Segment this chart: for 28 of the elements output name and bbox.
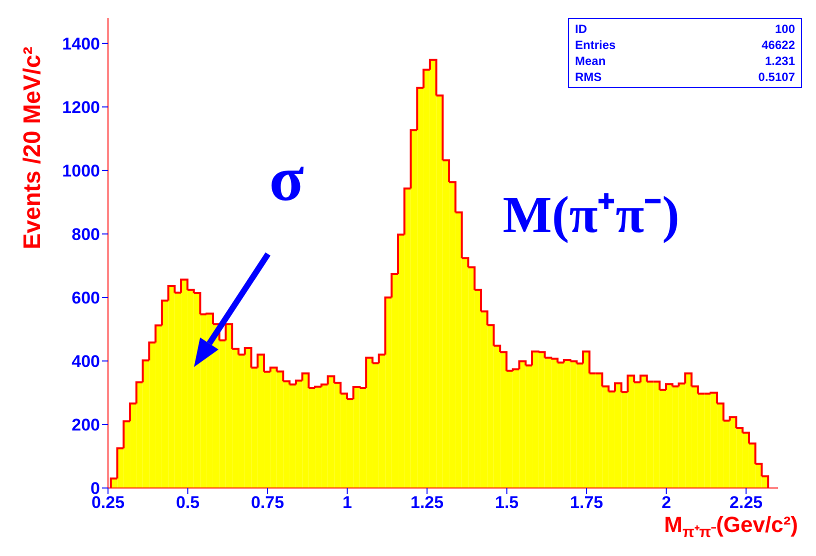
x-tick-label: 0.75	[250, 493, 284, 512]
annotation: 46622	[762, 37, 795, 53]
annotation: σ	[269, 142, 304, 216]
x-tick-label: 1.5	[494, 493, 519, 512]
annotation: 100	[774, 21, 795, 37]
x-tick-label: 1.25	[410, 493, 444, 512]
annotation: Mean	[575, 53, 606, 69]
y-tick-label: 400	[72, 352, 100, 372]
annotation: 0.5107	[758, 69, 795, 85]
x-tick-label: 0.25	[91, 493, 125, 512]
annotation: 1.231	[764, 53, 795, 69]
x-tick-label: 2	[662, 493, 672, 512]
y-tick-label: 600	[72, 288, 100, 308]
y-tick-label: 1200	[62, 98, 100, 117]
annotation: RMS	[575, 69, 602, 85]
x-axis-title: M$_{π⁺π⁻}$(Gev/c²)	[664, 512, 798, 540]
annotation: ID	[575, 21, 587, 37]
y-axis-title: Events /20 MeV/c²	[19, 46, 46, 250]
y-tick-label: 200	[72, 416, 100, 435]
y-tick-label: 800	[72, 224, 100, 244]
annotation: M(π⁺π⁻)	[502, 186, 680, 246]
x-tick-label: 2.25	[730, 493, 763, 512]
x-tick-label: 1	[342, 493, 352, 512]
annotation: Entries	[575, 37, 616, 53]
x-tick-label: 1.75	[570, 493, 604, 512]
y-tick-label: 1000	[62, 161, 100, 180]
y-tick-label: 1400	[62, 34, 100, 54]
x-tick-label: 0.5	[176, 493, 200, 512]
